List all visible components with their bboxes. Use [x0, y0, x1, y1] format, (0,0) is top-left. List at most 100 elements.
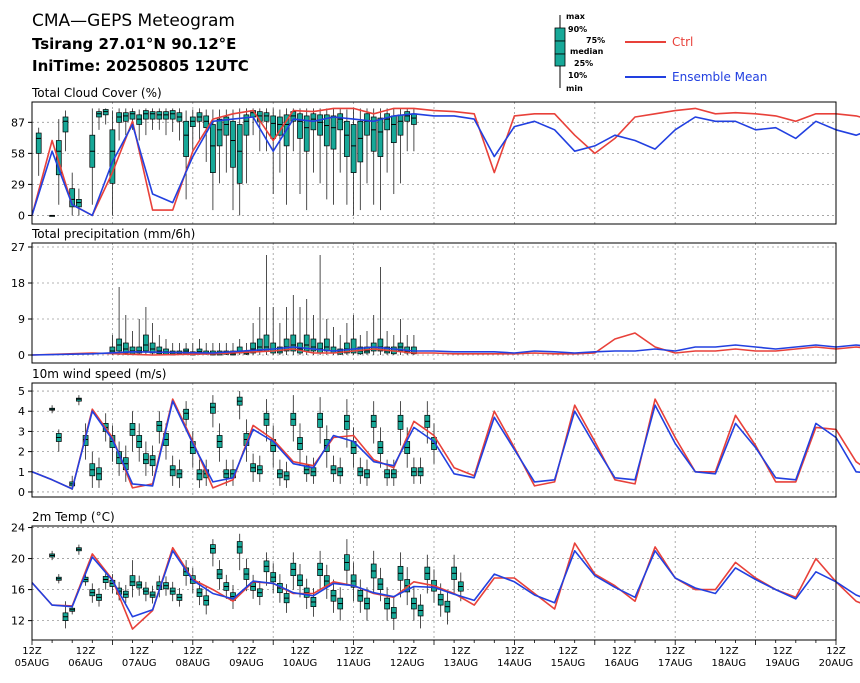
panel-cloud: 0 29 58 87 — [11, 101, 860, 225]
y-tick-label: 1 — [18, 466, 25, 479]
panel-frame — [31, 382, 837, 498]
box-iqr — [397, 414, 404, 430]
x-tick-label-date: 20AUG — [819, 658, 854, 669]
x-tick-label-date: 12AUG — [390, 658, 425, 669]
box-iqr — [129, 111, 136, 120]
y-tick-label: 2 — [18, 446, 25, 459]
box-iqr — [169, 465, 176, 477]
x-tick-label-time: 12Z — [397, 646, 417, 657]
box-iqr — [337, 113, 344, 131]
box-iqr — [384, 113, 390, 131]
box-iqr — [156, 346, 163, 355]
y-tick-label: 87 — [11, 116, 25, 129]
legend-label-median: median — [570, 47, 604, 56]
ensemble-mean-line — [31, 549, 860, 618]
box-iqr — [270, 115, 277, 139]
x-tick-label-time: 12Z — [76, 646, 96, 657]
y-tick-label: 0 — [18, 349, 25, 362]
box-iqr — [263, 112, 270, 122]
box-iqr — [377, 338, 384, 352]
box-iqr — [216, 118, 223, 147]
box-iqr — [183, 120, 189, 157]
panel-wind: 0 1 2 3 4 5 — [18, 382, 860, 499]
box-iqr — [129, 346, 136, 355]
legend-label-25: 25% — [574, 59, 593, 68]
box-iqr — [76, 199, 82, 208]
legend: max 90% 75% median 25% 10% min Ctrl Ense… — [554, 12, 767, 93]
x-tick-label-time: 12Z — [773, 646, 793, 657]
box-iqr — [397, 114, 404, 136]
x-tick-label-date: 07AUG — [122, 658, 157, 669]
box-iqr — [344, 414, 350, 430]
box-iqr — [136, 346, 143, 354]
y-tick-label: 0 — [18, 486, 25, 499]
box-iqr — [136, 114, 143, 125]
y-tick-label: 29 — [11, 178, 25, 191]
y-tick-label: 0 — [18, 209, 25, 222]
box-iqr — [203, 115, 210, 129]
panel-temp: 12 16 20 24 — [11, 522, 860, 641]
box-iqr — [122, 112, 129, 122]
box-iqr — [370, 116, 377, 152]
box-iqr — [344, 342, 350, 354]
ensemble-mean-line — [31, 400, 860, 490]
page-title: CMA—GEPS Meteogram — [32, 11, 235, 31]
legend-box-mid — [554, 40, 566, 55]
ctrl-line — [31, 332, 860, 356]
legend-label-75: 75% — [586, 36, 605, 45]
y-tick-label: 27 — [11, 241, 25, 254]
box-iqr — [183, 408, 189, 420]
box-iqr — [143, 334, 149, 352]
box-iqr — [149, 111, 156, 120]
x-tick-label-time: 12Z — [237, 646, 257, 657]
panel-title-temp: 2m Temp (°C) — [32, 510, 115, 524]
box-iqr — [149, 342, 156, 354]
box-iqr — [250, 342, 256, 354]
box-iqr — [411, 113, 417, 125]
x-tick-label-time: 12Z — [558, 646, 578, 657]
box-iqr — [196, 469, 203, 481]
ensemble-mean-line — [31, 344, 860, 356]
panel-title-cloud: Total Cloud Cover (%) — [31, 86, 162, 100]
box-iqr — [143, 110, 149, 120]
box-iqr — [102, 109, 109, 116]
box-iqr — [230, 120, 236, 168]
box-iqr — [163, 111, 169, 120]
box-iqr — [344, 120, 350, 157]
x-tick-label-time: 12Z — [505, 646, 525, 657]
box-iqr — [283, 338, 290, 352]
x-tick-label-date: 11AUG — [336, 658, 371, 669]
x-tick-label-date: 17AUG — [658, 658, 693, 669]
box-iqr — [364, 113, 370, 136]
box-iqr — [156, 420, 163, 432]
panel-title-wind: 10m wind speed (m/s) — [32, 367, 166, 381]
box-iqr — [223, 116, 230, 136]
panel-frame — [31, 101, 837, 225]
x-tick-label-time: 12Z — [612, 646, 632, 657]
x-tick-label-time: 12Z — [344, 646, 364, 657]
box-iqr — [129, 575, 136, 587]
box-iqr — [96, 111, 102, 118]
box-iqr — [350, 338, 357, 354]
x-tick-label-time: 12Z — [290, 646, 310, 657]
x-tick-label-time: 12Z — [451, 646, 471, 657]
box-iqr — [156, 111, 163, 120]
y-tick-label: 18 — [11, 277, 25, 290]
x-tick-label-date: 09AUG — [229, 658, 264, 669]
x-tick-label-time: 12Z — [183, 646, 203, 657]
init-time-label: IniTime: 20250805 12UTC — [32, 57, 249, 75]
box-iqr — [143, 453, 149, 465]
x-tick-label-date: 18AUG — [711, 658, 746, 669]
x-tick-label-date: 19AUG — [765, 658, 800, 669]
y-tick-label: 20 — [11, 553, 25, 566]
box-iqr — [330, 115, 337, 150]
legend-label-max: max — [566, 12, 586, 21]
panel-title-precip: Total precipitation (mm/6h) — [31, 227, 195, 241]
box-iqr — [390, 115, 397, 144]
legend-label-90: 90% — [568, 25, 587, 34]
x-tick-label-date: 16AUG — [604, 658, 639, 669]
y-tick-label: 12 — [11, 615, 25, 628]
box-iqr — [303, 115, 310, 152]
box-iqr — [55, 140, 62, 176]
